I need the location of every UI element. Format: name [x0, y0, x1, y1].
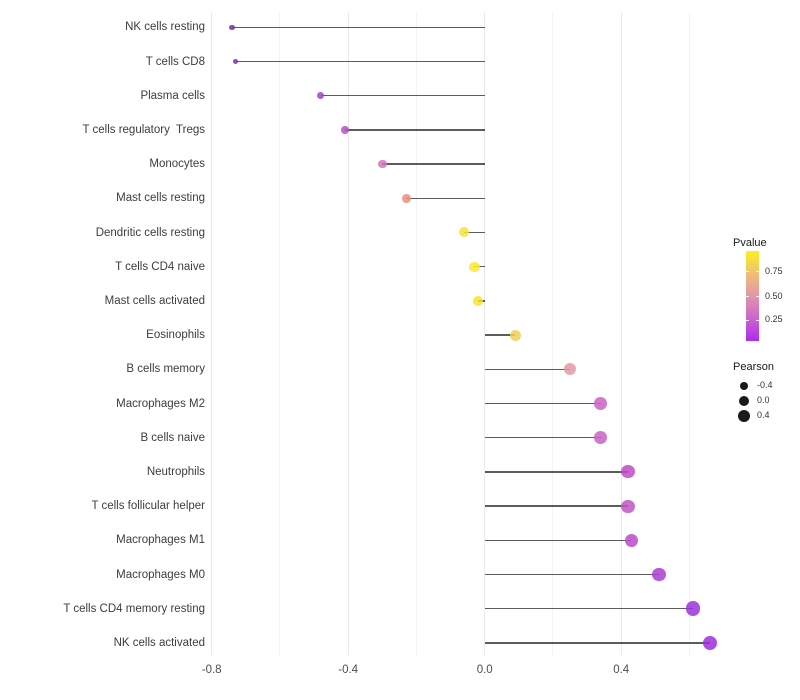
minor-gridline [279, 12, 281, 655]
major-gridline [484, 12, 486, 655]
lollipop-stem [484, 437, 601, 439]
category-label: NK cells activated [113, 636, 205, 649]
lollipop-stem [484, 334, 516, 336]
lollipop-stem [474, 266, 485, 268]
x-tick-label: 0.4 [613, 664, 630, 676]
category-label: T cells CD8 [145, 55, 205, 68]
lollipop-stem [484, 368, 570, 370]
lollipop-dot [472, 295, 483, 307]
lollipop-stem [484, 539, 632, 541]
lollipop-stem [232, 26, 485, 28]
lollipop-stem [484, 642, 710, 644]
pearson-legend-label: 0.0 [757, 395, 770, 406]
lollipop-dot [594, 397, 608, 410]
lollipop-dot [702, 635, 718, 651]
pvalue-tick-mark [756, 296, 759, 298]
lollipop-dot [340, 126, 349, 134]
category-label: Neutrophils [146, 465, 205, 478]
category-label: T cells regulatory Tregs [82, 123, 205, 136]
pearson-legend-title: Pearson [733, 361, 774, 373]
x-tick-label: -0.8 [201, 664, 222, 676]
category-label: NK cells resting [125, 21, 205, 34]
lollipop-stem [235, 60, 485, 63]
lollipop-dot [232, 58, 239, 65]
minor-gridline [552, 12, 554, 655]
lollipop-dot [594, 431, 608, 445]
x-tick-label: -0.4 [338, 664, 359, 676]
lollipop-dot [378, 159, 387, 169]
pvalue-tick-mark [746, 319, 749, 321]
pearson-legend-dot [740, 381, 748, 390]
lollipop-stem [484, 402, 601, 405]
pvalue-gradient-bar [746, 251, 759, 341]
major-gridline [620, 12, 622, 655]
lollipop-stem [484, 573, 659, 576]
lollipop-stem [344, 129, 485, 131]
category-label: Monocytes [149, 158, 205, 171]
category-label: Macrophages M2 [116, 397, 205, 410]
pearson-legend-label: 0.4 [757, 410, 770, 421]
lollipop-dot [685, 601, 701, 616]
category-label: Macrophages M1 [116, 534, 205, 547]
category-label: Mast cells activated [104, 294, 205, 307]
lollipop-dot [621, 499, 635, 513]
category-label: Dendritic cells resting [95, 226, 205, 239]
pearson-legend-dot [738, 409, 750, 422]
lollipop-dot [317, 92, 325, 100]
lollipop-dot [621, 465, 635, 479]
pvalue-tick-label: 0.50 [765, 290, 783, 301]
pvalue-tick-mark [756, 271, 759, 273]
lollipop-stem [484, 608, 693, 610]
lollipop-dot [469, 261, 480, 272]
pvalue-tick-mark [746, 296, 749, 298]
category-label: T cells follicular helper [91, 500, 205, 513]
lollipop-dot [401, 193, 411, 203]
category-label: T cells CD4 naive [115, 260, 205, 273]
pvalue-tick-label: 0.25 [765, 314, 783, 325]
major-gridline [211, 12, 213, 655]
category-label: Macrophages M0 [116, 568, 205, 581]
pvalue-tick-label: 0.75 [765, 265, 783, 276]
pvalue-legend-title: Pvalue [733, 237, 767, 249]
pearson-legend-label: -0.4 [757, 380, 773, 391]
pvalue-tick-mark [756, 319, 759, 321]
pvalue-tick-mark [746, 271, 749, 273]
category-label: B cells memory [126, 363, 205, 376]
category-label: Eosinophils [146, 329, 205, 342]
lollipop-dot [459, 227, 470, 238]
lollipop-stem [464, 231, 485, 234]
lollipop-dot [229, 24, 235, 31]
x-tick-label: 0.0 [476, 664, 493, 676]
lollipop-dot [651, 567, 666, 582]
category-label: Plasma cells [140, 89, 205, 102]
lollipop-stem [382, 163, 485, 165]
lollipop-stem [320, 95, 485, 97]
minor-gridline [415, 12, 417, 655]
category-label: B cells naive [140, 431, 205, 444]
category-label: Mast cells resting [116, 192, 205, 205]
lollipop-dot [564, 363, 577, 376]
lollipop-stem [484, 471, 629, 473]
lollipop-stem [406, 197, 485, 199]
lollipop-dot [509, 329, 521, 341]
major-gridline [347, 12, 349, 655]
pearson-legend-dot [739, 395, 749, 406]
minor-gridline [688, 12, 690, 655]
category-label: T cells CD4 memory resting [63, 602, 205, 615]
lollipop-dot [624, 533, 639, 547]
lollipop-stem [484, 505, 629, 507]
